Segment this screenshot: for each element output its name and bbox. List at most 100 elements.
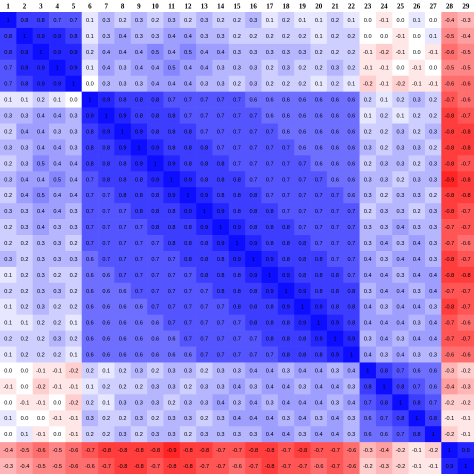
cell <box>81 12 99 29</box>
cell-value: 0.3 <box>364 337 372 343</box>
cell <box>32 155 50 172</box>
cell-value: -0.8 <box>445 145 455 151</box>
cell <box>196 91 213 108</box>
cell-value: 0.4 <box>364 257 372 263</box>
cell <box>343 12 360 29</box>
cell-value: -0.8 <box>445 257 455 263</box>
cell <box>408 442 426 459</box>
cell-value: 0.8 <box>282 225 290 231</box>
cell-value: -0.5 <box>52 448 62 454</box>
cell <box>163 187 181 204</box>
cell <box>130 458 148 474</box>
cell <box>392 91 409 108</box>
cell-value: 0.2 <box>21 353 29 359</box>
cell-value: 0.3 <box>364 193 372 199</box>
cell <box>441 346 458 363</box>
cell <box>408 59 426 77</box>
cell-value: -0.2 <box>363 464 373 470</box>
cell <box>343 235 360 252</box>
cell <box>441 107 458 124</box>
cell-value: -0.6 <box>232 464 242 470</box>
cell <box>212 27 230 45</box>
cell-value: -0.7 <box>461 305 471 311</box>
cell <box>375 219 393 236</box>
cell <box>98 330 115 347</box>
cell <box>179 346 197 363</box>
cell-value: 0.4 <box>331 432 339 438</box>
cell <box>32 330 50 347</box>
cell-value: 0.9 <box>53 82 61 88</box>
cell-value: 0.7 <box>184 321 192 327</box>
cell-value: 0.9 <box>266 289 274 295</box>
cell-value: 1 <box>170 177 173 183</box>
cell <box>147 346 164 363</box>
cell <box>343 298 360 315</box>
cell-value: 0.8 <box>184 225 192 231</box>
cell <box>32 250 50 268</box>
cell <box>32 27 50 45</box>
cell-value: 0.3 <box>249 432 257 438</box>
cell-value: 0.9 <box>21 50 29 56</box>
cell <box>277 139 295 156</box>
cell-value: 0.3 <box>70 145 78 151</box>
cell <box>49 187 66 204</box>
cell <box>163 27 181 45</box>
cell <box>408 282 426 300</box>
cell <box>343 394 360 411</box>
cell-value: -0.1 <box>36 432 46 438</box>
cell <box>457 155 474 172</box>
cell <box>98 91 115 108</box>
cell <box>375 394 393 411</box>
cell-value: 0.3 <box>380 161 388 167</box>
cell <box>392 394 409 411</box>
cell <box>163 155 181 172</box>
cell-value: 0.3 <box>380 305 388 311</box>
cell <box>359 410 377 427</box>
cell <box>16 155 33 172</box>
cell <box>114 91 132 108</box>
cell <box>326 219 344 236</box>
cell <box>81 458 99 474</box>
cell-value: -0.4 <box>461 34 471 40</box>
cell <box>441 43 458 61</box>
cell <box>261 107 279 124</box>
cell-value: 0.0 <box>429 66 437 72</box>
cell <box>179 107 197 124</box>
cell <box>343 314 360 331</box>
cell-value: 0.2 <box>70 273 78 279</box>
cell <box>0 43 17 61</box>
cell <box>196 426 213 443</box>
cell <box>32 171 50 188</box>
cell <box>130 43 148 61</box>
cell <box>212 123 230 140</box>
cell-value: 0.8 <box>4 50 12 56</box>
cell-value: 0.3 <box>429 353 437 359</box>
cell-value: 0.8 <box>282 321 290 327</box>
cell <box>0 282 17 300</box>
cell <box>294 378 311 395</box>
cell-value: 0.3 <box>348 384 356 390</box>
cell <box>81 330 99 347</box>
cell-value: 0.8 <box>233 193 241 199</box>
cell-value: 0.4 <box>21 177 29 183</box>
cell <box>441 266 458 284</box>
cell-value: 0.7 <box>217 114 225 120</box>
cell-value: 0.2 <box>168 400 176 406</box>
cell <box>424 12 442 29</box>
cell-value: 0.4 <box>249 416 257 422</box>
cell-value: 0.9 <box>53 50 61 56</box>
cell <box>65 219 83 236</box>
cell-value: 0.7 <box>86 209 94 215</box>
cell <box>81 43 99 61</box>
cell <box>392 346 409 363</box>
cell-value: 0.0 <box>4 432 12 438</box>
column-header: 20 <box>315 3 323 11</box>
cell <box>130 298 148 315</box>
cell-value: 0.9 <box>37 66 45 72</box>
cell <box>49 219 66 236</box>
cell-value: -0.7 <box>101 464 111 470</box>
cell <box>228 43 246 61</box>
cell <box>16 378 33 395</box>
cell-value: 0.2 <box>4 337 12 343</box>
cell <box>294 203 311 220</box>
